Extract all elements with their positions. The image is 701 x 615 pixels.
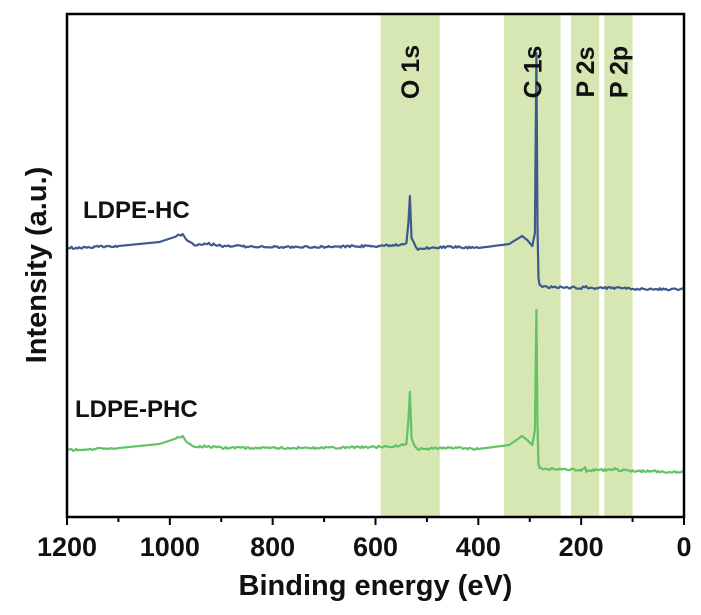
x-axis-title: Binding energy (eV) (239, 570, 513, 602)
band-label: C 1s (519, 46, 547, 99)
x-tick-label: 0 (676, 532, 691, 562)
series-label: LDPE-PHC (75, 396, 198, 423)
peak-band (604, 14, 633, 517)
spectra-lines (66, 51, 685, 474)
band-labels: O 1s C 1s P 2s P 2p (397, 45, 633, 99)
peak-band (570, 14, 600, 517)
spectrum-line (66, 51, 685, 292)
peak-band (504, 14, 561, 517)
x-tick-label: 1000 (140, 532, 200, 562)
x-tick-label: 600 (353, 532, 398, 562)
x-tick-label: 1200 (37, 532, 97, 562)
band-label: P 2s (572, 47, 600, 98)
x-axis-ticks: 1200 1000 800 600 400 200 0 (37, 517, 692, 562)
series-label: LDPE-HC (83, 197, 190, 224)
y-axis-title: Intensity (a.u.) (21, 167, 53, 364)
series-labels: LDPE-HC LDPE-PHC (75, 197, 198, 423)
x-tick-label: 200 (559, 532, 604, 562)
peak-bands (380, 14, 633, 517)
band-label: P 2p (605, 46, 633, 98)
x-tick-label: 800 (250, 532, 295, 562)
band-label: O 1s (397, 45, 425, 99)
x-tick-label: 400 (456, 532, 501, 562)
peak-band (380, 14, 440, 517)
spectrum-line (66, 308, 685, 474)
